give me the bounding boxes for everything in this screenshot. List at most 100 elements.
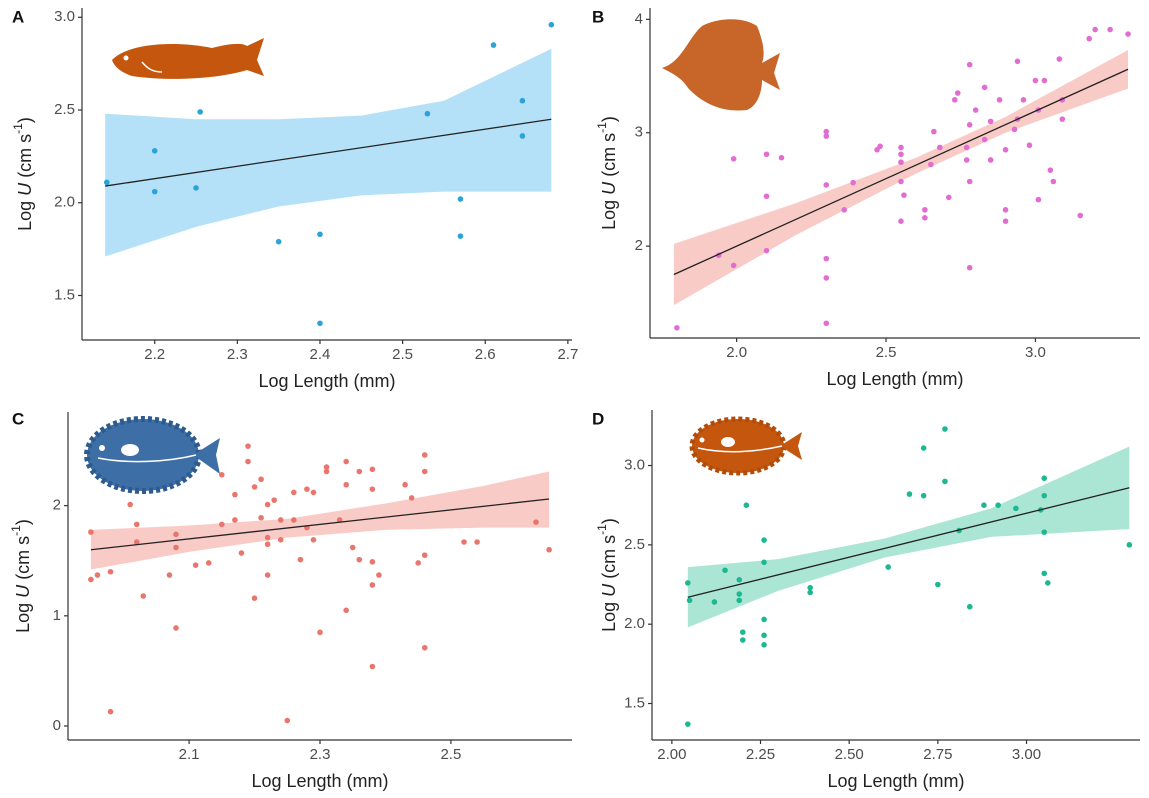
confidence-band [673,49,1129,306]
data-point [807,589,813,596]
y-tick-label: 2.0 [624,615,645,632]
data-point [1056,56,1063,62]
data-point [763,151,770,158]
y-axis-label-part: (cm s [13,536,33,585]
data-point [356,556,363,563]
data-point [127,501,133,508]
data-point [192,562,199,568]
y-tick-label: 2 [53,497,61,514]
confidence-band [90,471,550,570]
data-point [461,539,467,545]
data-point [264,534,271,541]
y-axis-label: Log U (cm s-1) [11,117,35,231]
data-point [763,247,770,254]
y-tick-label: 3 [635,124,643,141]
x-axis-label: Log Length (mm) [826,369,963,389]
data-point [922,207,928,213]
data-point [1041,475,1048,482]
icon-herring [112,38,264,79]
data-point [966,122,973,128]
data-point [310,489,317,496]
data-point [739,629,746,635]
data-point [546,546,552,553]
data-point [533,519,539,525]
data-point [457,233,464,239]
x-tick-label: 2.5 [440,746,461,763]
data-point [258,476,264,483]
data-point [421,468,428,475]
y-tick-label: 2 [635,237,643,254]
x-tick-label: 2.5 [392,346,413,363]
y-tick-label: 2.5 [624,536,645,553]
x-tick-label: 2.00 [657,746,686,763]
data-point [951,97,958,103]
x-tick-label: 2.6 [475,346,496,363]
y-axis-label-part: U [599,583,619,597]
x-tick-label: 3.0 [1025,344,1046,361]
data-point [942,426,948,432]
data-point [376,572,382,578]
data-point [966,264,973,271]
data-point [88,529,94,535]
data-point [343,458,349,465]
data-point [424,110,431,117]
x-tick-label: 2.1 [179,746,200,763]
data-point [761,616,767,623]
data-point [928,161,934,168]
data-point [277,537,284,543]
x-tick-label: 2.50 [835,746,864,763]
data-point [474,539,480,545]
y-axis-label: Log U (cm s-1) [9,519,33,633]
data-point [271,497,277,503]
data-point [954,90,961,96]
data-point [232,517,238,523]
data-point [140,593,147,599]
x-tick-label: 2.0 [726,344,747,361]
data-point [942,478,948,485]
data-point [421,552,428,559]
data-point [823,128,830,135]
data-point [133,521,140,528]
data-point [291,517,297,523]
data-point [205,560,212,566]
data-point [173,544,179,551]
data-point [743,502,750,508]
y-axis-label-part: Log [599,597,619,632]
y-tick-label: 0 [53,717,61,734]
y-tick-label: 3.0 [54,8,75,25]
data-point [1041,77,1048,84]
data-point [966,603,973,610]
y-axis-label-part: Log [13,598,33,633]
data-point [1032,77,1039,84]
data-point [685,721,691,727]
icon-flatfish-blue [84,416,220,494]
data-point [356,468,363,475]
data-point [996,97,1003,103]
data-point [711,599,718,605]
data-point [349,544,356,551]
data-point [963,157,970,163]
y-axis-label-part: -1 [11,123,25,134]
data-point [219,521,225,528]
data-point [343,481,349,488]
y-tick-label: 1 [53,607,61,624]
data-point [898,144,904,151]
data-point [107,568,114,575]
data-point [972,107,979,113]
data-point [898,218,904,224]
data-point [807,584,813,591]
data-point [275,238,282,245]
y-axis-label-part: (cm s [599,133,619,182]
icon-flatfish-orange [689,416,802,476]
data-point [369,486,376,492]
data-point [736,576,743,583]
data-point [763,193,770,200]
data-point [264,501,271,508]
data-point [761,559,767,566]
data-point [1020,97,1027,103]
data-point [232,491,238,498]
data-point [901,192,907,198]
x-tick-label: 2.25 [746,746,775,763]
data-point [421,452,428,458]
